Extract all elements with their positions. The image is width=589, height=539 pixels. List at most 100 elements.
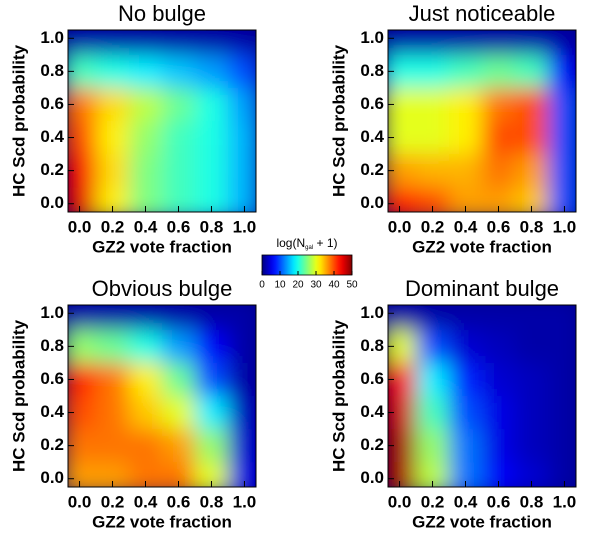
x-axis-label: GZ2 vote fraction — [92, 237, 232, 256]
heatmap-cell — [514, 362, 548, 396]
heatmap-cell — [449, 305, 482, 330]
heatmap-cell — [194, 305, 228, 330]
heatmap-cell — [129, 30, 162, 55]
heatmap-cell — [547, 121, 576, 155]
heatmap-cell — [416, 305, 450, 330]
heatmap-cell — [547, 187, 576, 212]
heatmap-cell — [162, 396, 195, 430]
x-tick-label: 0.8 — [520, 492, 544, 511]
heatmap-cell — [194, 30, 228, 55]
heatmap-cell — [482, 187, 515, 212]
x-tick-label: 1.0 — [553, 492, 577, 511]
x-axis-label: GZ2 vote fraction — [412, 237, 552, 256]
heatmap-cell — [96, 187, 130, 212]
x-tick-label: 0.8 — [520, 217, 544, 236]
heatmap-cell — [514, 429, 548, 463]
y-tick-label: 1.0 — [360, 303, 384, 322]
heatmap-cell — [547, 362, 576, 396]
x-tick-label: 0.6 — [487, 217, 511, 236]
heatmap-cell — [162, 305, 195, 330]
x-tick-label: 0.4 — [134, 217, 158, 236]
heatmap-cell — [416, 362, 450, 396]
heatmap-cell — [96, 462, 130, 487]
x-tick-label: 0.0 — [388, 492, 412, 511]
heatmap-cell — [194, 54, 228, 88]
colorbar — [261, 254, 353, 276]
heatmap-cell — [129, 396, 162, 430]
heatmap-cell — [129, 429, 162, 463]
heatmap-cell — [482, 429, 515, 463]
heatmap-cell — [449, 87, 482, 121]
y-tick-label: 0.8 — [40, 61, 64, 80]
heatmap-cell — [194, 462, 228, 487]
x-tick-label: 0.8 — [200, 217, 224, 236]
panel-title: No bulge — [118, 1, 206, 26]
heatmap-cell — [416, 462, 450, 487]
panel-title: Just noticeable — [409, 1, 556, 26]
x-tick-label: 1.0 — [233, 217, 257, 236]
heatmap-cell — [449, 462, 482, 487]
y-tick-label: 0.0 — [40, 193, 64, 212]
x-axis-label: GZ2 vote fraction — [412, 512, 552, 531]
heatmap-cell — [68, 30, 97, 55]
heatmap-cell — [129, 54, 162, 88]
heatmap-cell — [416, 87, 450, 121]
heatmap-cells — [68, 305, 256, 487]
heatmap-cell — [162, 462, 195, 487]
heatmap-cell — [514, 329, 548, 363]
y-tick-label: 0.2 — [40, 435, 64, 454]
heatmap-cell — [547, 87, 576, 121]
heatmap-cell — [68, 187, 97, 212]
heatmap-cell — [96, 429, 130, 463]
heatmap-cell — [194, 362, 228, 396]
heatmap-cell — [129, 362, 162, 396]
heatmap-cell — [482, 462, 515, 487]
heatmap-cell — [162, 121, 195, 155]
heatmap-cell — [194, 154, 228, 188]
heatmap-cell — [162, 429, 195, 463]
heatmap-cell — [514, 396, 548, 430]
x-tick-label: 0.6 — [167, 492, 191, 511]
heatmap-cell — [482, 154, 515, 188]
y-tick-label: 0.2 — [360, 435, 384, 454]
y-tick-label: 0.4 — [360, 402, 384, 421]
y-tick-label: 1.0 — [360, 28, 384, 47]
x-tick-label: 0.2 — [101, 492, 125, 511]
y-tick-label: 0.8 — [40, 336, 64, 355]
y-tick-label: 0.6 — [40, 94, 64, 113]
colorbar-label-part: + 1) — [313, 236, 337, 250]
heatmap-cell — [449, 429, 482, 463]
plot-frame — [387, 29, 577, 213]
heatmap-cell — [227, 305, 256, 330]
heatmap-cells — [388, 305, 576, 487]
y-tick-label: 0.0 — [360, 193, 384, 212]
heatmap-cell — [194, 187, 228, 212]
colorbar-label-part: gal — [305, 245, 313, 251]
colorbar-label: log(Ngal + 1) — [276, 236, 337, 250]
heatmap-cell — [162, 87, 195, 121]
x-tick-label: 0.0 — [68, 217, 92, 236]
heatmap-cell — [194, 396, 228, 430]
heatmap-cells — [388, 30, 576, 212]
heatmap-cell — [162, 329, 195, 363]
heatmap-cell — [514, 187, 548, 212]
heatmap-cell — [449, 154, 482, 188]
y-tick-label: 0.6 — [360, 94, 384, 113]
heatmap-cell — [194, 429, 228, 463]
heatmap-cell — [449, 121, 482, 155]
heatmap-cell — [547, 462, 576, 487]
y-tick-label: 0.0 — [40, 468, 64, 487]
heatmap-cell — [162, 154, 195, 188]
colorbar-tick-label: 50 — [346, 280, 358, 291]
x-tick-label: 0.6 — [487, 492, 511, 511]
heatmap-cell — [514, 54, 548, 88]
heatmap-cell — [449, 329, 482, 363]
x-tick-label: 0.4 — [454, 492, 478, 511]
y-tick-label: 0.4 — [360, 127, 384, 146]
colorbar-label-part: log(N — [276, 236, 305, 250]
heatmap-cell — [96, 329, 130, 363]
heatmap-cell — [129, 87, 162, 121]
y-tick-label: 0.2 — [360, 160, 384, 179]
x-tick-label: 0.8 — [200, 492, 224, 511]
